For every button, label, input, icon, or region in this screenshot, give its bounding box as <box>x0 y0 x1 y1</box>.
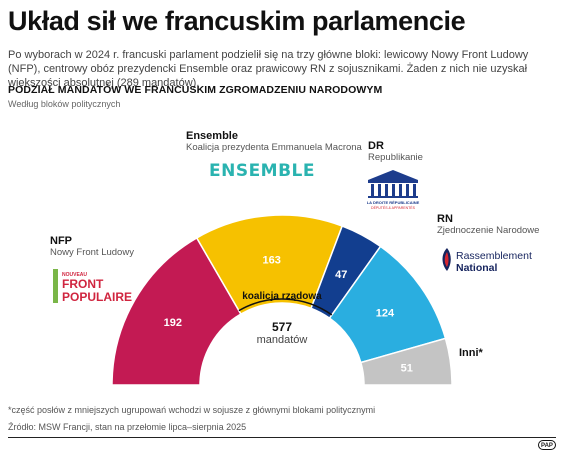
value-label-inni: 51 <box>401 363 413 375</box>
coalition-outline <box>238 298 333 316</box>
coalition-label: koalicja rządowa <box>242 291 322 302</box>
value-label-rn: 124 <box>376 307 395 319</box>
rn-logo-line1: Rassemblement <box>456 250 532 262</box>
chart-segments <box>111 214 453 386</box>
label-dr-name: Republikanie <box>368 152 423 163</box>
nfp-logo-line2: POPULAIRE <box>62 290 132 304</box>
label-ensemble: Ensemble Koalicja prezydenta Emmanuela M… <box>186 130 362 153</box>
nfp-logo-line1: FRONT <box>62 277 104 291</box>
nfp-logo: NOUVEAU FRONT POPULAIRE <box>53 269 132 304</box>
page-title: Układ sił we francuskim parlamencie <box>8 6 466 36</box>
label-rn-code: RN <box>437 213 453 225</box>
label-dr: DR Republikanie <box>368 140 423 163</box>
nfp-logo-small: NOUVEAU <box>62 272 87 278</box>
dr-logo-line2: DÉPUTÉS & APPARENTÉS <box>371 205 416 210</box>
segment-inni <box>359 337 453 386</box>
dr-logo: LA DROITE RÉPUBLICAINE DÉPUTÉS & APPAREN… <box>367 170 420 210</box>
total-seats-value: 577 <box>271 320 293 334</box>
value-label-dr: 47 <box>335 269 347 281</box>
dr-logo-line1: LA DROITE RÉPUBLICAINE <box>367 200 420 205</box>
label-rn-name: Zjednoczenie Narodowe <box>437 225 540 236</box>
label-nfp: NFP Nowy Front Ludowy <box>50 235 134 258</box>
label-rn: RN Zjednoczenie Narodowe <box>437 213 539 236</box>
label-nfp-code: NFP <box>50 235 72 247</box>
total-seats-unit: mandatów <box>256 334 308 346</box>
intro-text: Po wyborach w 2024 r. francuski parlamen… <box>8 49 529 89</box>
label-inni: Inni* <box>459 347 483 359</box>
label-ensemble-code: Ensemble <box>186 130 238 142</box>
label-nfp-name: Nowy Front Ludowy <box>50 247 134 258</box>
source-note: Źródło: MSW Francji, stan na przełomie l… <box>8 422 247 432</box>
label-inni-code: Inni* <box>459 347 483 359</box>
rn-logo: Rassemblement National <box>442 248 532 274</box>
chart-subnote: Według bloków politycznych <box>8 99 121 109</box>
value-label-ensemble: 163 <box>263 254 281 266</box>
label-dr-code: DR <box>368 140 384 152</box>
chart-value-labels: 192 163 47 124 51 <box>164 254 413 374</box>
value-label-nfp: 192 <box>164 317 182 329</box>
chart-subtitle: PODZIAŁ MANDATÓW WE FRANCUSKIM ZGROMADZE… <box>8 84 383 96</box>
agency-logo: PAP <box>538 440 556 450</box>
segment-nfp <box>111 236 242 386</box>
label-ensemble-name: Koalicja prezydenta Emmanuela Macrona <box>186 142 362 153</box>
rn-logo-line2: National <box>456 262 498 274</box>
bottom-divider <box>8 437 556 438</box>
footnote: *część posłów z mniejszych ugrupowań wch… <box>8 405 376 415</box>
ensemble-logo: ENSEMBLE <box>209 161 315 181</box>
